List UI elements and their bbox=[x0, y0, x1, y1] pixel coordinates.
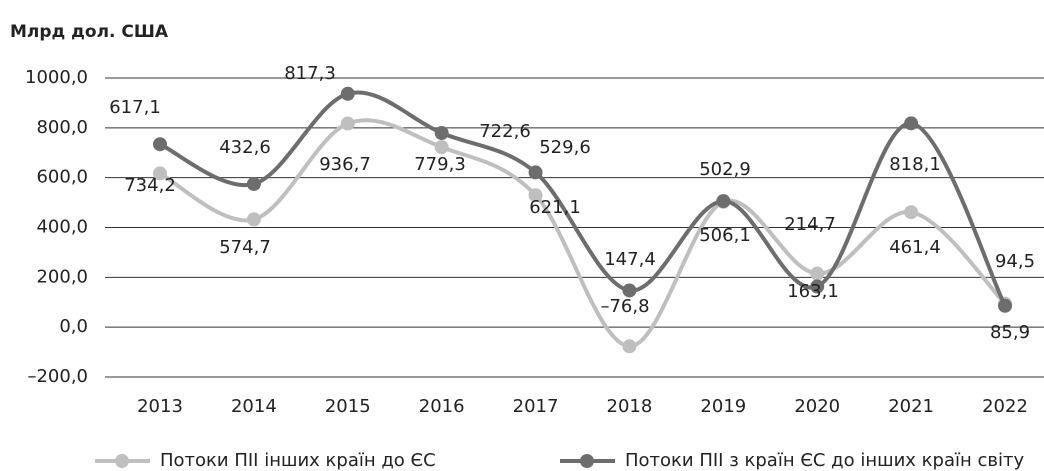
point bbox=[810, 279, 825, 294]
point bbox=[998, 298, 1012, 313]
point bbox=[340, 86, 355, 101]
y-tick-label: 200,0 bbox=[36, 266, 88, 287]
point bbox=[153, 166, 167, 181]
point bbox=[904, 205, 919, 220]
data-label: 779,3 bbox=[414, 154, 466, 175]
data-label: 936,7 bbox=[319, 154, 371, 175]
x-tick-label: 2018 bbox=[607, 396, 653, 417]
point bbox=[810, 266, 825, 281]
data-label: 432,6 bbox=[219, 137, 271, 158]
legend-marker bbox=[580, 454, 594, 468]
x-tick-label: 2019 bbox=[700, 396, 746, 417]
point bbox=[340, 116, 355, 131]
point bbox=[716, 194, 731, 209]
x-tick-label: 2022 bbox=[982, 396, 1028, 417]
data-label: 574,7 bbox=[219, 237, 271, 258]
series-line bbox=[159, 90, 1007, 307]
x-tick-label: 2017 bbox=[513, 396, 559, 417]
point bbox=[528, 188, 543, 203]
legend-label: Потоки ПІІ інших країн до ЄС bbox=[160, 450, 436, 471]
data-label: 147,4 bbox=[604, 249, 656, 270]
data-label: 214,7 bbox=[784, 214, 836, 235]
x-tick-label: 2021 bbox=[888, 396, 934, 417]
point bbox=[622, 339, 637, 354]
data-label: 817,3 bbox=[284, 63, 336, 84]
point bbox=[153, 137, 167, 152]
y-tick-label: 600,0 bbox=[36, 167, 88, 188]
data-label: 94,5 bbox=[995, 251, 1035, 272]
point bbox=[528, 165, 543, 180]
data-label: 621,1 bbox=[529, 197, 581, 218]
data-label: 818,1 bbox=[889, 154, 941, 175]
series-line bbox=[159, 118, 1007, 349]
data-label: 506,1 bbox=[699, 225, 751, 246]
data-label: 85,9 bbox=[990, 322, 1030, 343]
y-tick-label: 800,0 bbox=[36, 117, 88, 138]
point bbox=[434, 125, 449, 140]
point bbox=[246, 212, 261, 227]
data-label: 529,6 bbox=[539, 137, 591, 158]
y-tick-label: 1000,0 bbox=[25, 67, 88, 88]
legend-label: Потоки ПІІ з країн ЄС до інших країн сві… bbox=[625, 450, 1024, 471]
data-label: 163,1 bbox=[787, 281, 839, 302]
y-tick-label: –200,0 bbox=[27, 366, 88, 387]
legend-marker bbox=[115, 454, 129, 468]
data-label: 502,9 bbox=[699, 159, 751, 180]
point bbox=[434, 140, 449, 155]
data-label: –76,8 bbox=[600, 296, 649, 317]
point bbox=[246, 176, 261, 191]
data-label: 734,2 bbox=[124, 175, 176, 196]
x-tick-label: 2014 bbox=[231, 396, 277, 417]
x-tick-label: 2020 bbox=[794, 396, 840, 417]
point bbox=[622, 283, 637, 298]
data-label: 722,6 bbox=[479, 121, 531, 142]
y-tick-label: 0,0 bbox=[59, 316, 88, 337]
x-tick-label: 2016 bbox=[419, 396, 465, 417]
y-tick-label: 400,0 bbox=[36, 217, 88, 238]
x-tick-label: 2013 bbox=[137, 396, 183, 417]
data-label: 461,4 bbox=[889, 237, 941, 258]
data-label: 617,1 bbox=[109, 97, 161, 118]
point bbox=[904, 116, 919, 131]
chart-title: Млрд дол. США bbox=[10, 22, 169, 42]
x-tick-label: 2015 bbox=[325, 396, 371, 417]
